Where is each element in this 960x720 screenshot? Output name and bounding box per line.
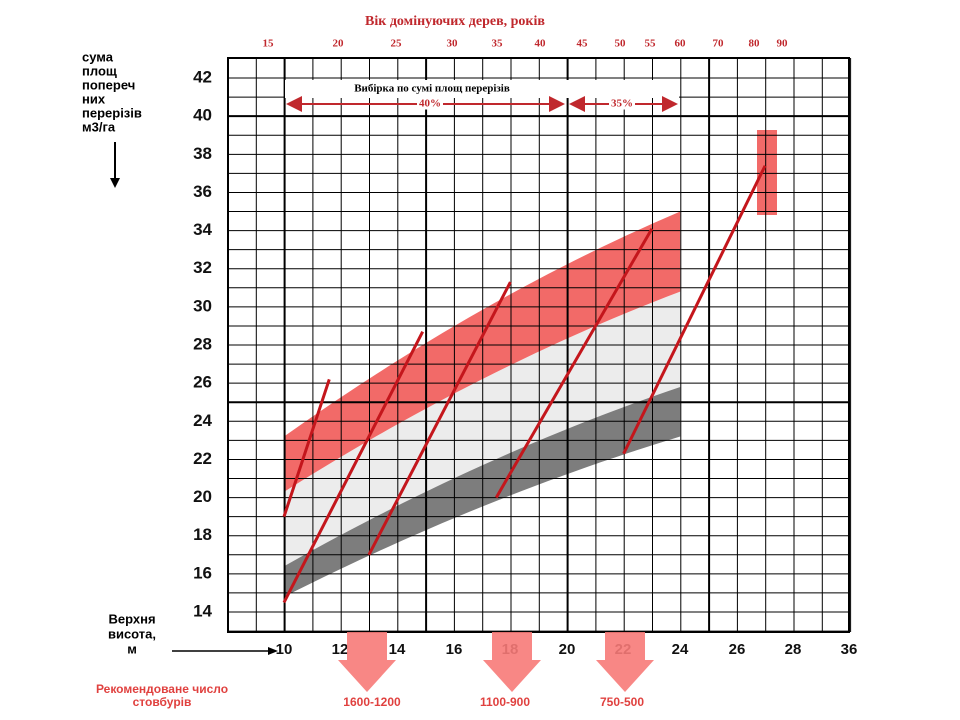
selection-title: Вибірка по сумі площ перерізів [354, 83, 510, 95]
block-arrow [338, 632, 396, 692]
age-tick: 30 [447, 38, 459, 50]
x-tick-label: 36 [841, 641, 858, 658]
recommended-label: Рекомендоване число [96, 682, 228, 696]
y-tick-label: 26 [193, 373, 212, 392]
age-tick: 55 [645, 38, 657, 50]
y-axis-label: попереч [82, 77, 135, 92]
x-tick-label: 12 [332, 641, 349, 658]
age-tick: 90 [777, 38, 789, 50]
age-tick: 70 [713, 38, 725, 50]
red-patch [757, 130, 777, 215]
x-arrowhead [268, 647, 278, 655]
y-axis-label: площ [82, 63, 117, 78]
y-tick-label: 14 [193, 601, 212, 620]
block-arrow [596, 632, 654, 692]
age-tick: 35 [492, 38, 504, 50]
y-arrowhead [110, 178, 120, 188]
x-axis-label: Верхня [108, 611, 155, 626]
label-bg [352, 82, 512, 95]
age-tick: 15 [263, 38, 275, 50]
thinning-line [622, 165, 767, 455]
x-tick-label: 10 [276, 641, 293, 658]
y-tick-label: 28 [193, 335, 212, 354]
x-tick-label: 28 [785, 641, 802, 658]
plot [227, 57, 852, 633]
y-tick-label: 32 [193, 258, 212, 277]
thinning-line [282, 378, 331, 518]
x-tick-label: 14 [389, 641, 406, 658]
y-tick-label: 38 [193, 144, 212, 163]
age-tick: 80 [749, 38, 761, 50]
age-tick: 50 [615, 38, 627, 50]
selection-right: 35% [611, 98, 633, 110]
x-axis-label: м [127, 641, 137, 656]
block-arrow [483, 632, 541, 692]
range-label: 750-500 [600, 695, 644, 709]
selection-left: 40% [419, 98, 441, 110]
x-tick-label: 16 [446, 641, 463, 658]
dark-band [284, 386, 681, 597]
y-tick-label: 24 [193, 411, 212, 430]
y-tick-label: 30 [193, 296, 212, 315]
title: Вік домінуючих дерев, років [365, 14, 545, 29]
y-tick-label: 34 [193, 220, 212, 239]
age-tick: 60 [675, 38, 687, 50]
y-tick-label: 22 [193, 449, 212, 468]
y-axis-label: м3/га [82, 119, 116, 134]
thinning-line [494, 227, 654, 499]
x-tick-label: 26 [729, 641, 746, 658]
x-tick-label: 24 [672, 641, 689, 658]
y-tick-label: 36 [193, 182, 212, 201]
age-tick: 25 [391, 38, 403, 50]
y-axis-label: них [82, 91, 106, 106]
age-tick: 45 [577, 38, 589, 50]
y-tick-label: 42 [193, 68, 212, 87]
label-bg [417, 97, 443, 110]
range-label: 1100-900 [480, 695, 530, 709]
range-label: 1600-1200 [343, 695, 401, 709]
y-tick-label: 18 [193, 525, 212, 544]
thinning-line [282, 330, 425, 604]
label-bg [609, 97, 635, 110]
x-tick-label: 20 [559, 641, 576, 658]
thinning-line [367, 281, 512, 556]
y-axis-label: сума [82, 49, 114, 64]
x-axis-label: висота, [108, 626, 156, 641]
y-axis-label: перерізів [82, 105, 142, 120]
y-tick-label: 40 [193, 106, 212, 125]
age-tick: 20 [333, 38, 345, 50]
y-tick-label: 16 [193, 563, 212, 582]
y-tick-label: 20 [193, 487, 212, 506]
age-tick: 40 [535, 38, 547, 50]
plot-frame [227, 57, 850, 633]
recommended-label: стовбурів [133, 695, 192, 709]
